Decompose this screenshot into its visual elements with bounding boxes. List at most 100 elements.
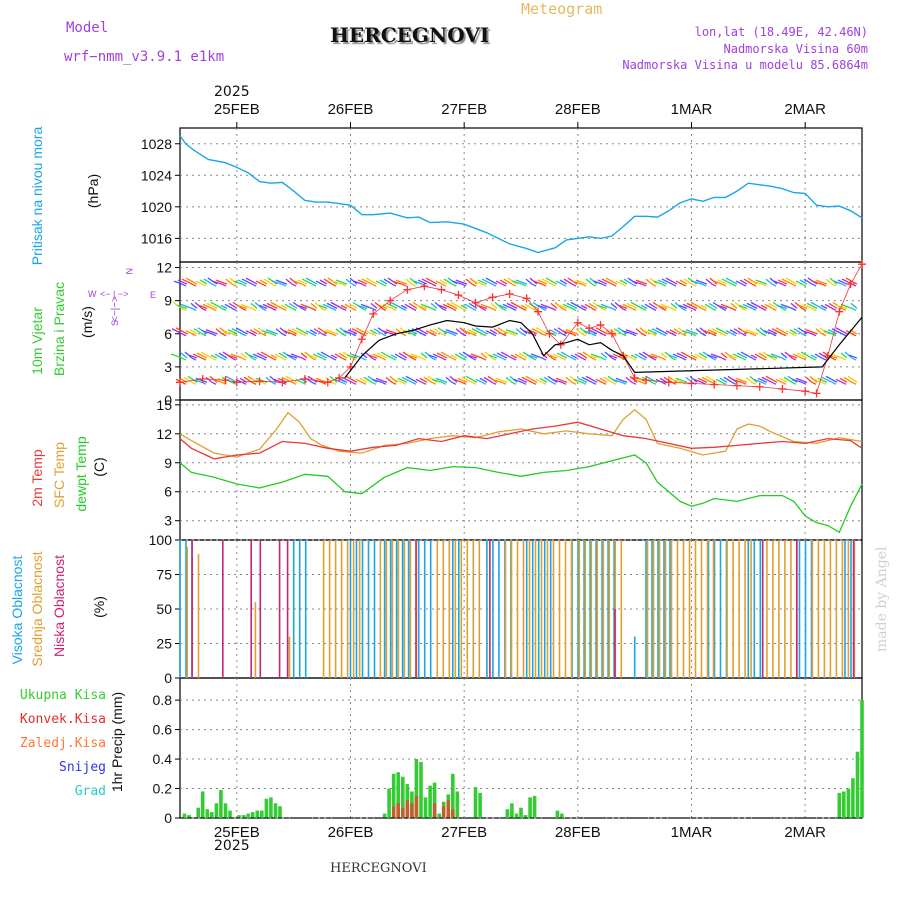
wind-barb — [451, 307, 457, 311]
wind-barb — [224, 303, 233, 309]
ytick-label-temperature: 3 — [164, 513, 172, 529]
wind-barb — [323, 278, 333, 285]
wind-speed-marker — [454, 291, 463, 300]
wind-barb — [309, 329, 318, 335]
xtick-label-bottom: 25FEB — [214, 824, 260, 841]
wind-barb — [241, 283, 247, 287]
wind-speed-marker — [607, 329, 616, 338]
wind-barb — [820, 304, 828, 309]
wind-barb — [810, 354, 818, 359]
wind-barb — [211, 333, 217, 337]
pressure-axis-title: Pritisak na nivou mora — [29, 127, 45, 266]
wind-barb — [566, 302, 578, 309]
wind-barb — [281, 283, 287, 287]
wind-barb — [771, 328, 783, 335]
wind-barb — [635, 279, 648, 285]
wind-barb — [374, 301, 383, 309]
wind-barb — [351, 328, 363, 335]
wind-barb — [261, 330, 273, 335]
wind-barb — [746, 302, 758, 309]
wind-speed-marker — [801, 387, 810, 396]
wind-barb — [233, 280, 243, 285]
wind-barb — [600, 303, 613, 309]
wind-barb — [851, 333, 857, 337]
wind-barb — [470, 353, 483, 359]
wind-barb — [331, 357, 337, 361]
wind-barb — [321, 307, 327, 311]
wind-barb — [450, 301, 463, 309]
wind-barb — [271, 280, 283, 285]
precip-convective-bar — [446, 800, 451, 818]
wind-barb — [655, 327, 668, 335]
wind-barb — [385, 329, 398, 335]
wind-barb — [731, 283, 737, 287]
wind-barb — [271, 357, 277, 361]
wind-barb — [435, 377, 448, 383]
wind-barb — [672, 353, 683, 359]
wind-barb — [661, 307, 667, 311]
wind-barb — [368, 354, 378, 359]
wind-barb — [647, 329, 658, 335]
precip-total-bar — [255, 810, 260, 818]
wind-barb — [491, 381, 497, 385]
wind-barb — [321, 381, 327, 385]
wind-barb — [560, 351, 573, 359]
precip-total-bar — [478, 792, 482, 818]
precip-total-bar — [514, 813, 519, 818]
wind-barb — [641, 333, 647, 337]
wind-barb — [841, 283, 847, 287]
wind-barb — [458, 352, 468, 359]
wind-barb — [297, 279, 308, 285]
wind-speed-marker — [545, 329, 554, 338]
wind-barb — [788, 354, 798, 359]
bottom-station-label: HERCEGNOVI — [330, 861, 427, 876]
wind-barb — [711, 283, 717, 287]
wind-barb — [286, 354, 298, 359]
xtick-label-bottom: 28FEB — [555, 824, 601, 841]
wind-barb — [226, 354, 238, 359]
wind-barb — [438, 304, 448, 309]
wind-barb — [831, 283, 837, 287]
wind-barb — [250, 302, 258, 309]
wind-barb — [554, 301, 563, 309]
wind-barb — [751, 280, 763, 285]
wind-barb — [194, 301, 203, 309]
elevation-label: Nadmorska Visina 60m — [723, 42, 869, 56]
compass-s-label: S — [110, 320, 120, 326]
wind-barb — [191, 381, 197, 385]
precip-convective-bar — [414, 795, 419, 818]
wind-barb — [381, 330, 393, 335]
wind-barb — [496, 352, 508, 359]
wind-barb — [476, 304, 488, 309]
wind-barb — [805, 329, 818, 335]
wind-barb — [551, 283, 557, 287]
wind-barb — [691, 280, 703, 285]
wind-barb — [793, 328, 803, 335]
wind-barb — [650, 353, 663, 359]
precip-total-bar — [510, 803, 514, 818]
wind-barb — [269, 375, 278, 383]
wind-barb — [759, 327, 768, 335]
wind-speed-marker — [534, 307, 543, 316]
wind-barb — [674, 301, 683, 309]
wind-barb — [245, 277, 258, 285]
wind-barb — [341, 357, 347, 361]
wind-barb — [561, 381, 567, 385]
wind-barb — [751, 283, 757, 287]
wind-barb — [461, 381, 467, 385]
wind-barb — [565, 376, 573, 383]
wind-barb — [640, 304, 648, 309]
wind-barb — [201, 283, 207, 287]
wind-barb — [841, 357, 847, 361]
wind-barb — [711, 307, 717, 311]
temp-unit-label: (C) — [91, 457, 107, 476]
precip-convective-bar — [401, 807, 405, 818]
wind-barb — [801, 307, 807, 311]
wind-barb — [383, 278, 393, 285]
wind-barb — [245, 330, 253, 335]
wind-barb — [536, 304, 548, 309]
wind-barb — [431, 333, 437, 337]
wind-barb — [371, 378, 383, 383]
wind-barb — [176, 304, 188, 309]
wind-barb — [819, 327, 828, 335]
